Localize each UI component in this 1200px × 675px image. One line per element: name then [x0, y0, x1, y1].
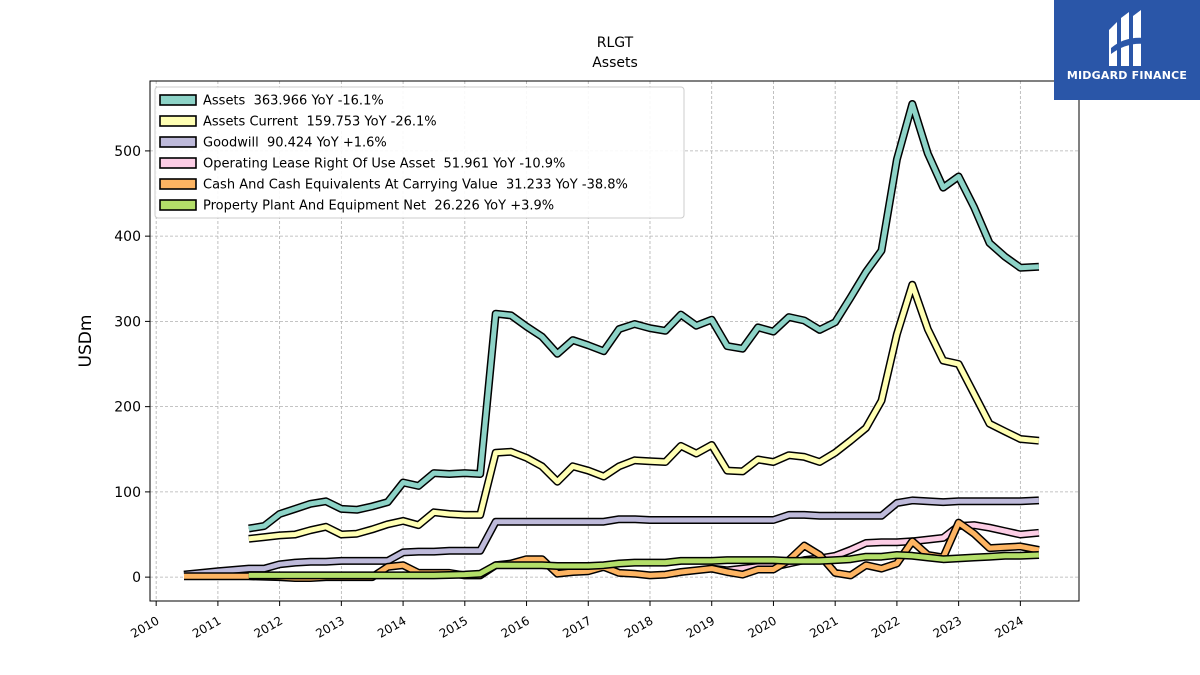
legend-swatch-3: [159, 157, 197, 169]
watermark-logo: MIDGARD FINANCE: [1054, 0, 1200, 100]
series-lines: [183, 100, 1040, 582]
legend-swatch-5: [159, 199, 197, 211]
legend-swatch-1: [159, 115, 197, 127]
y-tick-label: 500: [114, 144, 141, 160]
y-axis: 0 100 200 300 400 500: [114, 144, 150, 586]
x-tick-label: 2012: [252, 613, 285, 640]
x-tick-label: 2013: [313, 613, 346, 640]
legend-label-3: Operating Lease Right Of Use Asset 51.96…: [203, 157, 565, 172]
y-tick-label: 400: [114, 229, 141, 245]
x-tick-label: 2010: [128, 613, 161, 640]
logo-icon: [1109, 10, 1145, 66]
legend-swatch-2: [159, 136, 197, 148]
x-tick-label: 2020: [745, 613, 778, 640]
legend-label-2: Goodwill 90.424 YoY +1.6%: [203, 136, 387, 151]
y-axis-label: USDm: [76, 315, 96, 368]
legend-label-0: Assets 363.966 YoY -16.1%: [203, 94, 384, 109]
series-line-0: [248, 101, 1040, 531]
series-line-2: [183, 497, 1040, 578]
x-tick-label: 2018: [622, 613, 655, 640]
x-tick-label: 2014: [375, 613, 408, 640]
plot-frame: [149, 80, 1080, 602]
legend-label-1: Assets Current 159.753 YoY -26.1%: [203, 115, 437, 130]
x-axis: 2010 2011 2012 2013 2014 2015 2016 2017 2018 2019…: [128, 601, 1026, 641]
chart-title: RLGT: [597, 35, 634, 51]
y-tick-label: 300: [114, 314, 141, 330]
x-tick-label: 2011: [190, 613, 223, 640]
legend-box: [154, 86, 685, 219]
y-tick-label: 0: [132, 570, 141, 586]
legend-label-4: Cash And Cash Equivalents At Carrying Va…: [203, 178, 628, 193]
x-tick-label: 2021: [807, 613, 840, 640]
x-tick-label: 2022: [869, 613, 902, 640]
chart-subtitle: Assets: [592, 55, 638, 71]
x-tick-label: 2023: [931, 613, 964, 640]
legend: Assets 363.966 YoY -16.1% Assets Current …: [154, 86, 685, 219]
y-tick-label: 100: [114, 485, 141, 501]
x-tick-label: 2015: [437, 613, 470, 640]
legend-label-5: Property Plant And Equipment Net 26.226 …: [203, 199, 554, 214]
x-tick-label: 2019: [684, 613, 717, 640]
x-tick-label: 2024: [992, 613, 1025, 640]
series-line-1: [248, 282, 1040, 542]
series-line-5: [248, 552, 1040, 578]
watermark-text: MIDGARD FINANCE: [1066, 69, 1188, 82]
x-tick-label: 2016: [499, 613, 532, 640]
x-tick-label: 2017: [560, 613, 593, 640]
legend-swatch-0: [159, 94, 197, 106]
y-tick-label: 200: [114, 400, 141, 416]
legend-swatch-4: [159, 178, 197, 190]
